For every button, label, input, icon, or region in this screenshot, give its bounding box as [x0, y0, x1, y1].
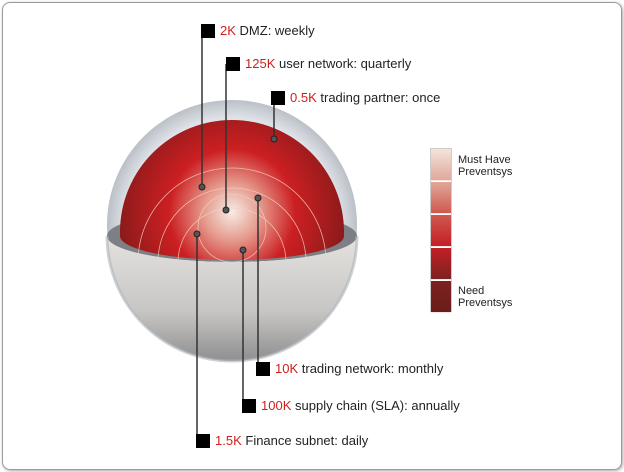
- legend-bottom-line2: Preventsys: [458, 297, 513, 309]
- supply-chain-label: 100K supply chain (SLA): annually: [261, 399, 460, 413]
- finance-subnet-value: 1.5K: [215, 433, 242, 448]
- legend-swatch: [431, 149, 451, 181]
- dmz-label: 2K DMZ: weekly: [220, 24, 315, 38]
- legend-swatch: [431, 182, 451, 214]
- dmz-text: DMZ: weekly: [239, 23, 315, 38]
- leader-lines: [193, 24, 285, 448]
- trading-network-label-box: [256, 362, 270, 376]
- concentric-rings: [137, 167, 327, 263]
- dmz-label-box: [201, 24, 215, 38]
- legend-swatch: [431, 281, 451, 313]
- user-network-label: 125K user network: quarterly: [245, 57, 411, 71]
- supply-chain-value: 100K: [261, 398, 292, 413]
- user-network-text: user network: quarterly: [279, 56, 412, 71]
- supply-chain-marker-dot: [239, 246, 247, 254]
- trading-network-value: 10K: [275, 361, 299, 376]
- trading-partner-text: trading partner: once: [320, 90, 441, 105]
- legend-bottom-label: Need Preventsys: [458, 285, 512, 309]
- supply-chain-label-box: [242, 399, 256, 413]
- legend-top-line1: Must Have: [458, 154, 511, 166]
- finance-subnet-marker-dot: [193, 230, 201, 238]
- trading-network-marker-dot: [254, 194, 262, 202]
- finance-subnet-label: 1.5K Finance subnet: daily: [215, 434, 368, 448]
- dmz-value: 2K: [220, 23, 236, 38]
- trading-network-text: trading network: monthly: [301, 361, 444, 376]
- red-hemisphere: [120, 120, 344, 236]
- user-network-marker-dot: [222, 206, 230, 214]
- legend-color-scale: [430, 148, 452, 313]
- finance-subnet-label-box: [196, 434, 210, 448]
- trading-partner-value: 0.5K: [290, 90, 317, 105]
- legend-swatch: [431, 215, 451, 247]
- dmz-marker-dot: [198, 183, 206, 191]
- trading-network-label: 10K trading network: monthly: [275, 362, 443, 376]
- finance-subnet-text: Finance subnet: daily: [245, 433, 369, 448]
- legend-top-line2: Preventsys: [458, 166, 513, 178]
- trading-partner-label: 0.5K trading partner: once: [290, 91, 440, 105]
- bowl: [107, 236, 357, 361]
- user-network-value: 125K: [245, 56, 276, 71]
- legend-top-label: Must Have Preventsys: [458, 154, 512, 178]
- legend-swatch: [431, 248, 451, 280]
- trading-partner-marker-dot: [270, 135, 278, 143]
- supply-chain-text: supply chain (SLA): annually: [295, 398, 460, 413]
- user-network-label-box: [226, 57, 240, 71]
- trading-partner-label-box: [271, 91, 285, 105]
- legend-bottom-line1: Need: [458, 285, 485, 297]
